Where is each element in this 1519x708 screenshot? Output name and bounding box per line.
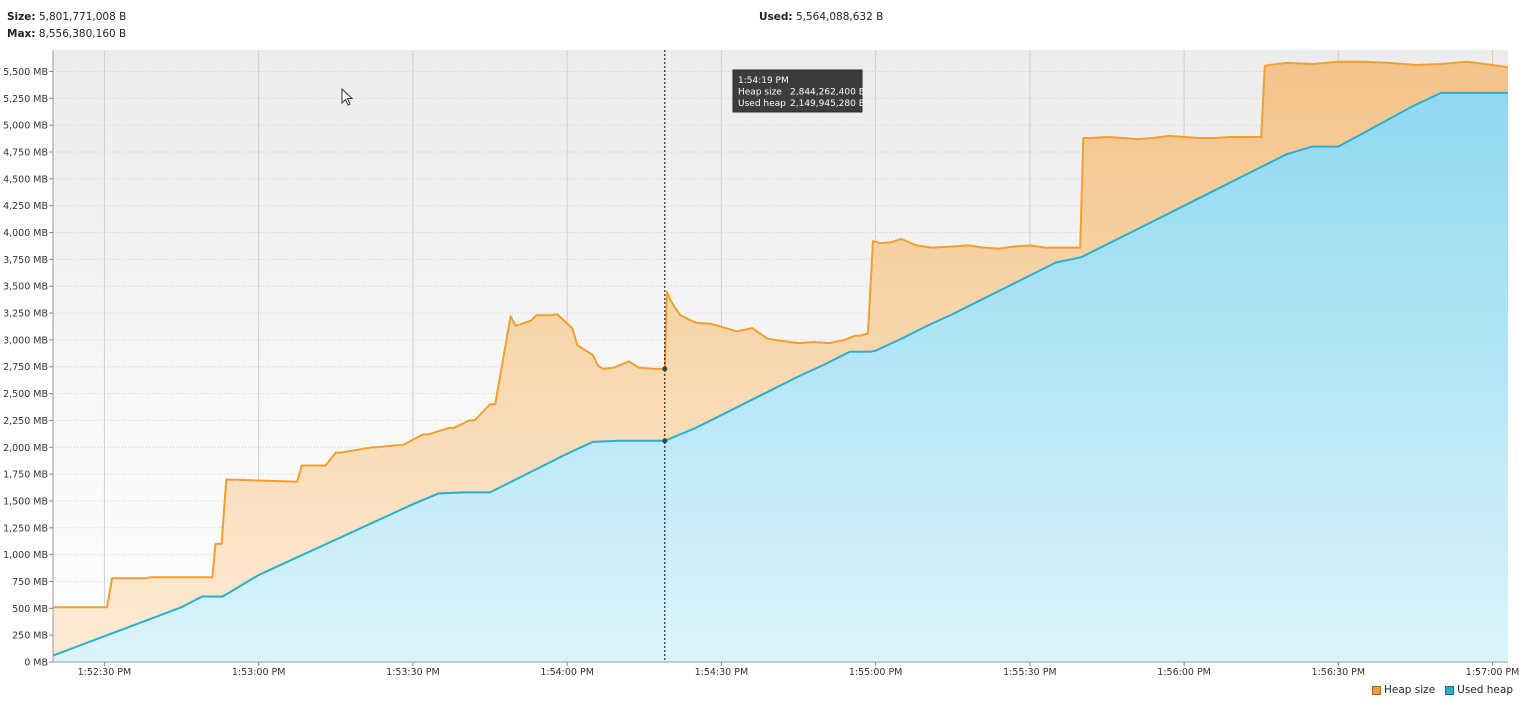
- y-tick-label: 4,000 MB: [3, 228, 48, 239]
- x-tick-label: 1:56:30 PM: [1312, 667, 1366, 678]
- y-tick-label: 4,750 MB: [3, 148, 48, 159]
- legend-swatch-heap-size: [1372, 685, 1381, 695]
- y-tick-label: 250 MB: [12, 631, 48, 642]
- legend-item-heap-size: Heap size: [1372, 684, 1435, 696]
- used-heap-line: [53, 91, 1508, 657]
- tooltip-used-value: 2,149,945,280 B: [790, 99, 865, 109]
- y-tick-label: 5,500 MB: [3, 67, 48, 78]
- y-tick-label: 750 MB: [12, 577, 48, 588]
- y-tick-label: 2,500 MB: [3, 389, 48, 400]
- x-tick-label: 1:54:30 PM: [695, 667, 749, 678]
- y-tick-label: 1,500 MB: [3, 496, 48, 507]
- legend-swatch-used-heap: [1445, 685, 1455, 695]
- legend-label-heap-size: Heap size: [1384, 684, 1436, 696]
- y-tick-label: 0 MB: [24, 658, 48, 669]
- cursor-layer: [662, 50, 668, 662]
- x-axis: 1:52:30 PM 1:53:00 PM 1:53:30 PM 1:54:00 PM…: [78, 662, 1519, 678]
- legend-item-used-heap: Used heap: [1445, 684, 1513, 696]
- x-tick-label: 1:55:30 PM: [1003, 667, 1057, 678]
- used-heap-marker: [662, 438, 668, 444]
- used-value: 5,564,088,632 B: [795, 11, 884, 23]
- tooltip: 1:54:19 PM Heap size 2,844,262,400 B Use…: [732, 69, 865, 113]
- legend: Heap size Used heap: [1372, 684, 1513, 696]
- max-value: 8,556,380,160 B: [38, 28, 127, 40]
- y-tick-label: 1,000 MB: [3, 550, 48, 561]
- y-tick-label: 3,000 MB: [3, 335, 48, 346]
- y-tick-label: 1,250 MB: [3, 523, 48, 534]
- tooltip-heap-value: 2,844,262,400 B: [790, 88, 865, 98]
- used-heap-area: [53, 92, 1508, 662]
- tooltip-box: [732, 69, 863, 113]
- heap-size-line: [53, 60, 1508, 609]
- y-tick-label: 4,250 MB: [3, 201, 48, 212]
- y-tick-label: 500 MB: [12, 604, 48, 615]
- y-tick-label: 3,250 MB: [3, 309, 48, 320]
- size-value: 5,801,771,008 B: [38, 11, 127, 23]
- x-tick-label: 1:56:00 PM: [1157, 667, 1211, 678]
- y-tick-label: 5,250 MB: [3, 94, 48, 105]
- used-label: Used:: [759, 11, 793, 23]
- used-stat: Used: 5,564,088,632 B: [759, 11, 883, 24]
- x-tick-label: 1:53:30 PM: [386, 667, 440, 678]
- y-tick-label: 4,500 MB: [3, 174, 48, 185]
- max-stat: Max: 8,556,380,160 B: [7, 28, 126, 41]
- x-tick-label: 1:52:30 PM: [78, 667, 132, 678]
- mouse-pointer-icon: [341, 88, 354, 106]
- heap-size-marker: [662, 366, 668, 372]
- tooltip-time: 1:54:19 PM: [738, 76, 789, 86]
- series-layer: [53, 60, 1508, 662]
- y-tick-label: 3,500 MB: [3, 282, 48, 293]
- x-tick-label: 1:55:00 PM: [849, 667, 903, 678]
- max-label: Max:: [7, 28, 36, 40]
- y-tick-label: 5,000 MB: [3, 121, 48, 132]
- tooltip-used-label: Used heap: [738, 99, 786, 109]
- size-stat: Size: 5,801,771,008 B: [7, 11, 126, 24]
- x-tick-label: 1:54:00 PM: [540, 667, 594, 678]
- y-tick-label: 1,750 MB: [3, 470, 48, 481]
- y-tick-label: 2,750 MB: [3, 362, 48, 373]
- y-tick-label: 2,250 MB: [3, 416, 48, 427]
- x-tick-label: 1:53:00 PM: [232, 667, 286, 678]
- size-label: Size:: [7, 11, 36, 23]
- tooltip-heap-label: Heap size: [738, 88, 782, 98]
- x-tick-label: 1:57:00 PM: [1466, 667, 1519, 678]
- y-tick-label: 2,000 MB: [3, 443, 48, 454]
- y-axis: 0 MB 250 MB 500 MB 750 MB 1,000 MB 1,250 MB 1,…: [3, 67, 53, 669]
- y-tick-label: 3,750 MB: [3, 255, 48, 266]
- legend-label-used-heap: Used heap: [1457, 684, 1513, 696]
